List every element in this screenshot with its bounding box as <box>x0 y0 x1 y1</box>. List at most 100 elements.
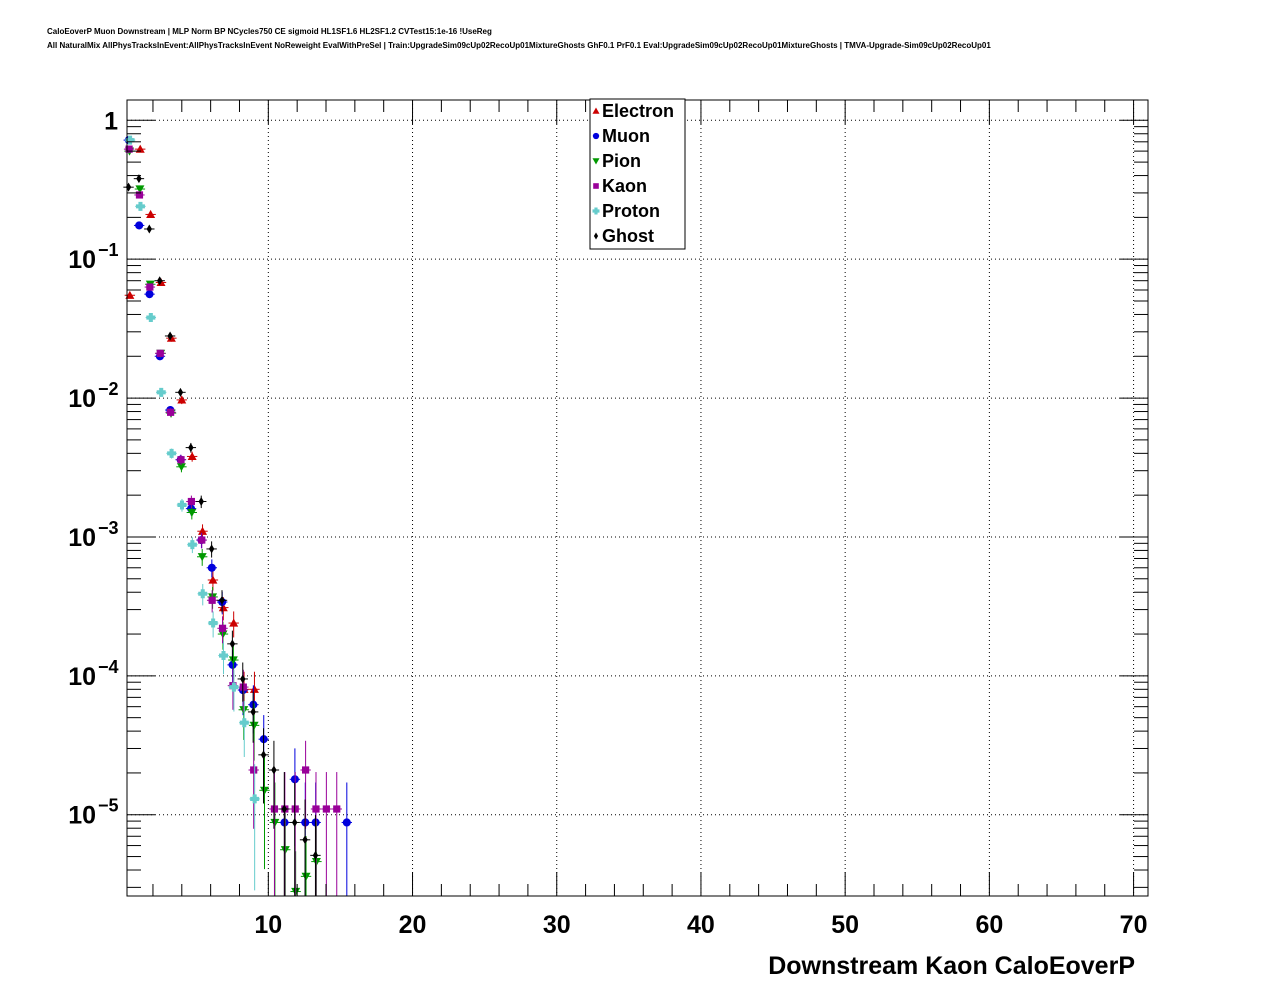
data-point <box>302 766 310 774</box>
legend-label: Pion <box>602 151 641 171</box>
legend: Electron Muon Pion Kaon Proton Ghost <box>589 98 686 250</box>
data-point <box>239 718 249 728</box>
data-point <box>271 765 277 775</box>
data-point <box>135 221 144 230</box>
data-point <box>229 639 236 649</box>
chart-title-line-2: All NaturalMix AllPhysTracksInEvent:AllP… <box>47 41 991 50</box>
data-point <box>198 536 206 544</box>
legend-marker <box>592 107 600 114</box>
data-point <box>229 618 239 627</box>
legend-item-proton: Proton <box>592 201 660 221</box>
data-point <box>250 794 260 804</box>
data-point <box>208 575 218 584</box>
data-point <box>218 603 228 612</box>
data-point <box>177 500 187 510</box>
data-point <box>125 135 135 145</box>
legend-marker <box>593 232 599 240</box>
data-point <box>145 290 154 299</box>
legend-marker <box>593 183 599 189</box>
series-ghost <box>123 174 321 896</box>
data-point <box>136 174 142 184</box>
data-point <box>219 595 225 605</box>
y-tick-label: 1 <box>104 107 118 135</box>
x-tick-label: 60 <box>975 911 1003 939</box>
data-point <box>187 497 195 506</box>
legend-item-muon: Muon <box>592 126 650 146</box>
axis-ticks <box>127 100 1148 896</box>
series-kaon <box>123 145 342 896</box>
legend-label: Kaon <box>602 176 647 196</box>
data-point <box>270 805 279 813</box>
legend-label: Electron <box>602 101 674 121</box>
data-point <box>322 805 330 813</box>
x-tick-label: 20 <box>399 911 427 939</box>
grid-lines <box>127 100 1148 896</box>
data-point <box>260 750 267 760</box>
data-point <box>197 553 207 562</box>
data-point <box>240 674 246 684</box>
y-tick-exponent: −1 <box>98 240 119 260</box>
data-point <box>198 497 204 507</box>
data-point <box>250 707 256 717</box>
legend-item-kaon: Kaon <box>593 176 647 196</box>
legend-item-pion: Pion <box>592 151 641 171</box>
series-electron <box>124 144 260 715</box>
data-point <box>146 313 156 323</box>
legend-marker <box>592 207 600 215</box>
data-point <box>188 443 194 453</box>
y-tick-label: 10 <box>68 524 96 552</box>
data-points <box>123 135 353 897</box>
data-point <box>219 651 229 661</box>
data-point <box>177 395 187 404</box>
data-point <box>125 290 135 299</box>
data-point <box>135 185 145 194</box>
data-point <box>156 349 164 357</box>
data-point <box>207 563 216 572</box>
data-point <box>177 387 184 397</box>
data-point <box>312 805 320 813</box>
legend-label: Ghost <box>602 226 654 246</box>
data-point <box>333 805 341 813</box>
data-point <box>146 224 153 234</box>
data-point <box>156 276 163 286</box>
data-point <box>228 656 238 665</box>
data-point <box>301 872 311 881</box>
y-tick-exponent: −3 <box>98 518 119 538</box>
data-point <box>239 683 247 691</box>
data-point <box>291 817 298 827</box>
y-tick-label: 10 <box>68 663 96 691</box>
data-point <box>208 544 215 554</box>
y-tick-exponent: −5 <box>98 796 119 816</box>
y-tick-label: 10 <box>68 385 96 413</box>
legend-item-ghost: Ghost <box>593 226 654 246</box>
data-point <box>167 408 175 416</box>
y-tick-label: 10 <box>68 802 96 830</box>
data-point <box>291 805 299 813</box>
data-point <box>125 145 133 153</box>
data-point <box>198 589 208 599</box>
legend-marker <box>592 132 600 140</box>
legend-box <box>589 98 686 250</box>
data-point <box>228 660 237 669</box>
data-point <box>218 624 227 632</box>
x-axis-title: Downstream Kaon CaloEoverP <box>768 952 1135 980</box>
x-tick-label: 50 <box>831 911 859 939</box>
series-pion <box>124 147 322 897</box>
data-point <box>146 283 154 291</box>
y-tick-exponent: −4 <box>98 657 119 677</box>
legend-marker <box>592 158 600 165</box>
x-tick-label: 30 <box>543 911 571 939</box>
x-tick-label: 70 <box>1120 911 1148 939</box>
data-point <box>167 448 177 458</box>
data-point <box>187 451 197 461</box>
data-point <box>156 387 166 397</box>
x-tick-label: 40 <box>687 911 715 939</box>
series-proton <box>124 135 260 891</box>
data-point <box>342 818 351 827</box>
data-point <box>250 766 258 774</box>
data-point <box>208 618 218 628</box>
data-point <box>177 456 185 464</box>
data-point <box>281 804 287 814</box>
series-muon <box>123 136 353 896</box>
